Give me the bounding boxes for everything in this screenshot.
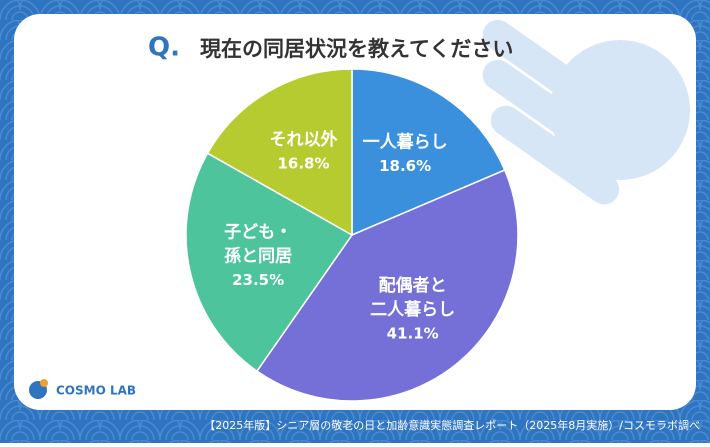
slice-label: 一人暮らし bbox=[363, 132, 448, 153]
value-label: 41.1% bbox=[387, 324, 439, 342]
slice-label: 二人暮らし bbox=[370, 299, 455, 320]
hand-decoration bbox=[482, 19, 690, 205]
value-label: 18.6% bbox=[379, 157, 431, 175]
pie-slice bbox=[351, 68, 506, 237]
slice-label: 子ども・ bbox=[224, 222, 292, 242]
logo-text: COSMO LAB bbox=[56, 384, 136, 398]
value-label: 16.8% bbox=[277, 154, 329, 172]
pie-slice bbox=[185, 152, 354, 373]
slice-label: それ以外 bbox=[270, 129, 338, 150]
pie-slice bbox=[255, 169, 519, 402]
title-mark: Q. bbox=[148, 33, 180, 63]
value-label: 23.5% bbox=[232, 271, 284, 289]
slice-label: 孫と同居 bbox=[224, 245, 292, 266]
footer: 【2025年版】シニア層の敬老の日と加齢意識実態調査レポート（2025年8月実施… bbox=[204, 418, 700, 432]
slice-label: 配偶者と bbox=[379, 275, 447, 296]
logo: COSMO LAB bbox=[29, 379, 136, 399]
chart-title: 現在の同居状況を教えてください bbox=[200, 37, 513, 61]
logo-icon bbox=[40, 379, 48, 387]
pie-slice bbox=[206, 68, 353, 237]
